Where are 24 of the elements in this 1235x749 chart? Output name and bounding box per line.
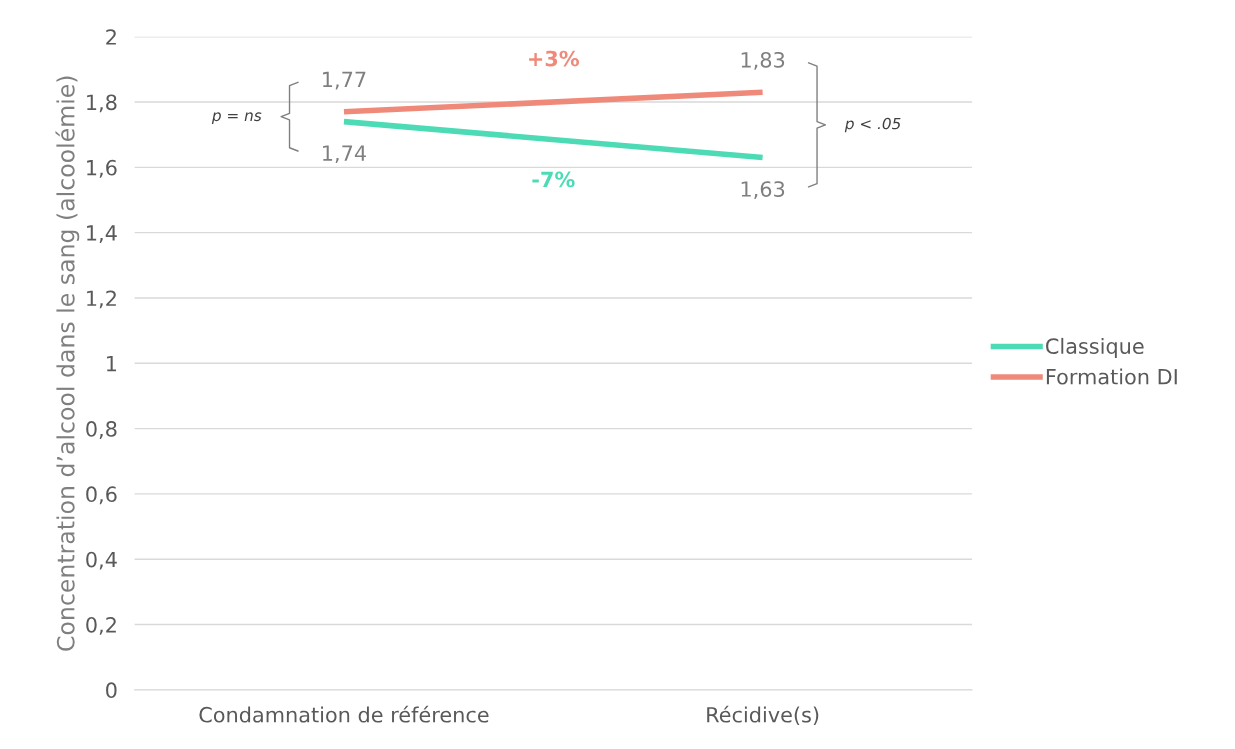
y-tick-label: 0	[106, 682, 117, 699]
y-tick-label: 0,4	[86, 551, 117, 570]
y-tick-label: 1,6	[87, 159, 117, 178]
x-tick-label: Récidive(s)	[707, 705, 819, 726]
data-label: 1,74	[323, 145, 366, 164]
annotation: -7%	[532, 171, 575, 188]
y-tick-label: 0,8	[86, 421, 117, 439]
y-tick-label: 1,8	[87, 94, 117, 113]
y-tick-label: 1	[106, 355, 117, 372]
y-tick-label: 2	[106, 29, 116, 45]
legend-label: Formation DI	[1046, 368, 1177, 385]
legend-label: Classique	[1046, 337, 1144, 359]
data-label: 1,77	[323, 71, 366, 90]
y-tick-label: 0,2	[86, 616, 116, 635]
annotation: +3%	[529, 50, 580, 67]
y-tick-label: 1,4	[87, 225, 117, 243]
annotation: p < .05	[844, 117, 901, 133]
data-label: 1,83	[741, 51, 785, 70]
y-tick-label: 1,2	[87, 290, 116, 309]
y-tick-label: 0,6	[86, 486, 117, 505]
annotation: p = ns	[211, 112, 262, 125]
y-axis-title: Concentration d’alcool dans le sang (alcoolémie)	[55, 76, 80, 651]
data-label: 1,63	[741, 181, 785, 200]
x-tick-label: Condamnation de référence	[199, 705, 489, 723]
